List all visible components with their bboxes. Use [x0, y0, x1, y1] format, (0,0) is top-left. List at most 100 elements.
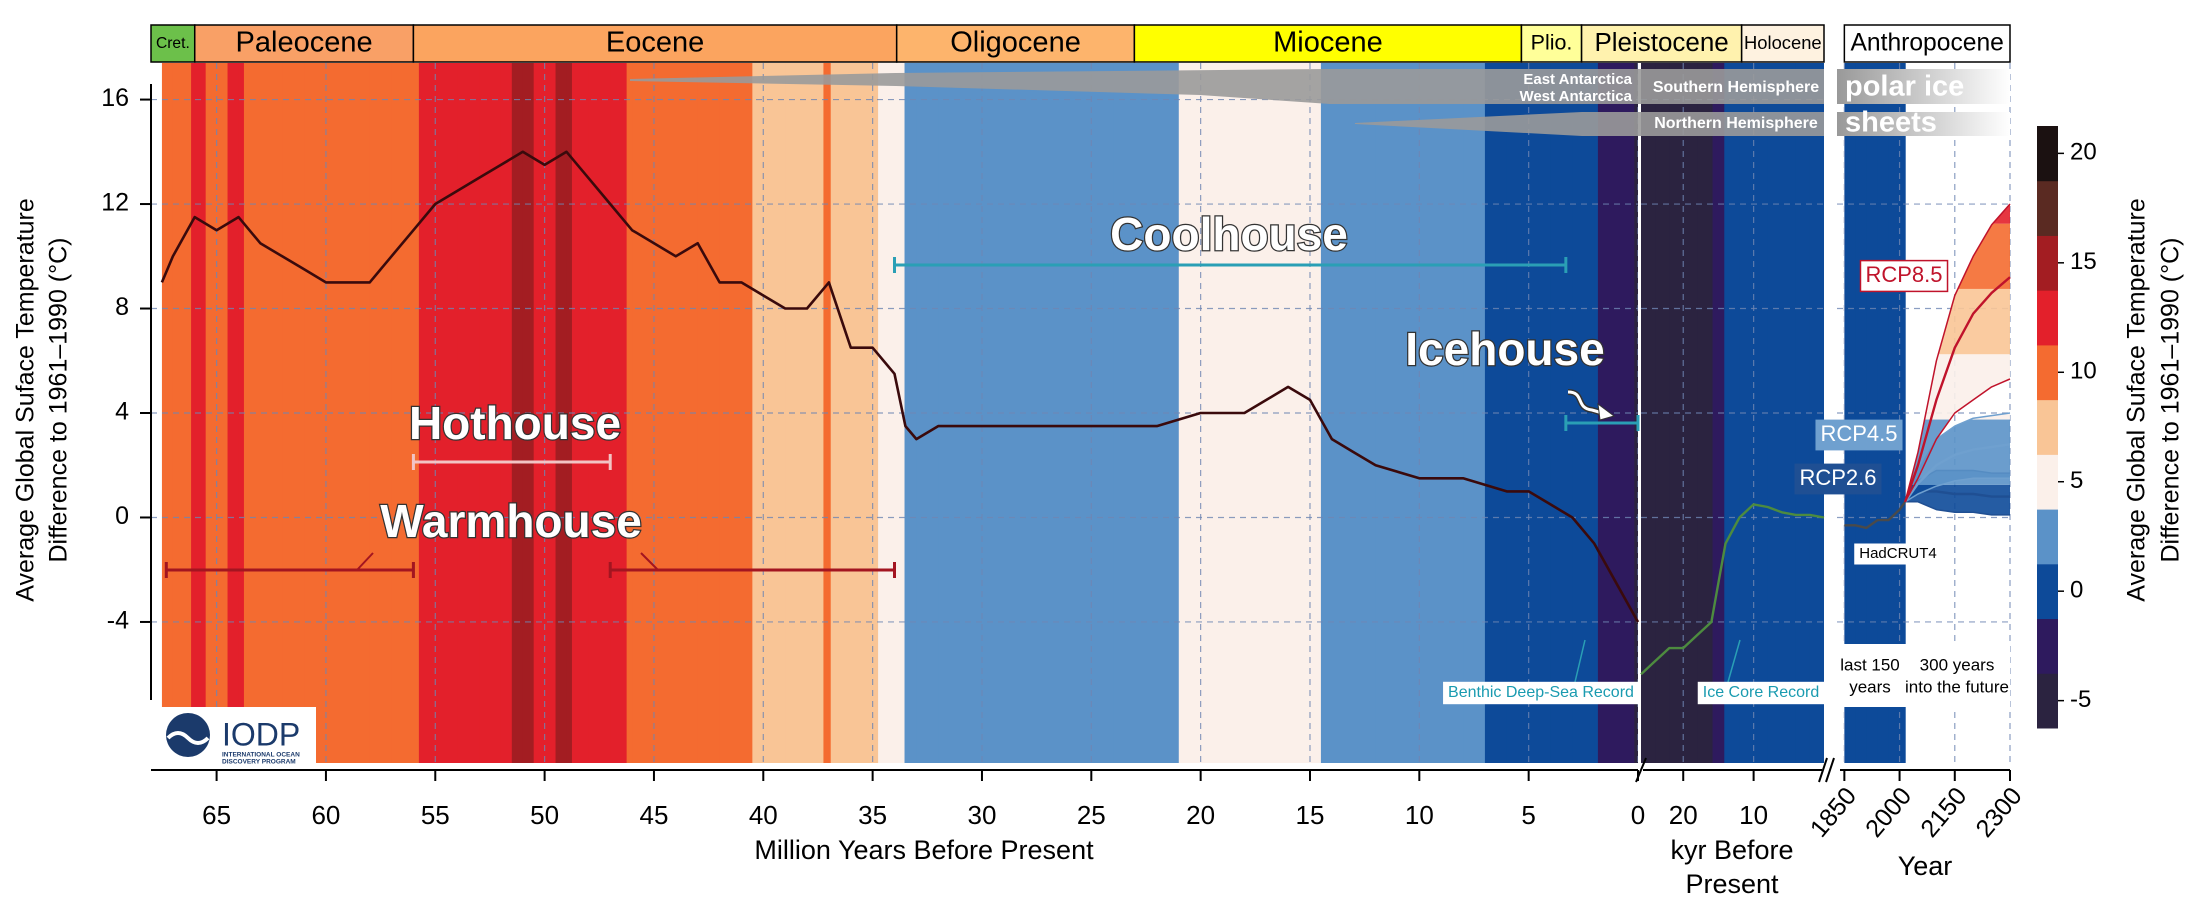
panel-break [1824, 63, 1837, 763]
annotation: last 150 [1840, 655, 1900, 674]
epoch-label: Pleistocene [1594, 27, 1728, 57]
colorbar-tick-label: 20 [2070, 139, 2097, 166]
colorbar-title: Difference to 1961–1990 (°C) [2157, 237, 2185, 562]
epoch-label: Oligocene [950, 27, 1081, 59]
climate-stripe [435, 63, 458, 763]
x-tick-label: 2000 [1860, 782, 1917, 843]
colorbar-bin [2037, 235, 2058, 291]
colorbar-bin [2037, 126, 2058, 182]
colorbar-tick-label: 10 [2070, 358, 2097, 385]
x-tick-label: 2150 [1915, 782, 1972, 843]
ice-label: Southern Hemisphere [1653, 79, 1819, 96]
icehouse-arrow [1567, 390, 1607, 416]
colorbar-bin [2037, 454, 2058, 510]
x-axis-title: kyr Before [1670, 835, 1793, 865]
series-label: Ice Core Record [1703, 684, 1820, 701]
leader-line [1727, 639, 1741, 683]
x-tick-label: 15 [1296, 800, 1325, 830]
range-color [1837, 0, 2010, 28]
label-box [1794, 463, 1882, 495]
y-tick-label: 8 [115, 293, 129, 321]
climate-stripe [479, 63, 502, 763]
state-bar [608, 562, 896, 578]
x-tick-label: 45 [639, 800, 668, 830]
series-line [1903, 276, 2011, 503]
x-tick-label: 0 [1631, 800, 1645, 830]
x-tick-label: 30 [968, 800, 997, 830]
climate-stripe [1739, 63, 1755, 763]
panel-break [1638, 63, 1641, 763]
x-tick-label: 35 [858, 800, 887, 830]
x-tick-label: 60 [311, 800, 340, 830]
climate-stripe [325, 63, 349, 763]
range-lower [1904, 477, 2010, 503]
climate-stripe [653, 63, 677, 763]
climate-stripe [457, 63, 480, 763]
climate-stripe [1753, 63, 1769, 763]
range-color [1837, 0, 2010, 28]
climate-stripe [1795, 63, 1811, 763]
range-lower [1905, 501, 2010, 516]
y-tick-label: 16 [101, 84, 129, 112]
epoch-box [895, 24, 1136, 63]
leader-line [356, 552, 374, 571]
climate-stripe [1309, 63, 1322, 763]
epoch-label: Paleocene [236, 27, 373, 59]
colorbar-bin [2037, 618, 2058, 674]
y-tick-label: -4 [107, 607, 129, 635]
state-label: Coolhouse [1110, 208, 1348, 260]
climate-stripe [916, 63, 939, 763]
decor-layer [150, 63, 2010, 783]
state-label: Warmhouse [380, 495, 642, 547]
x-tick-label: 1850 [1805, 782, 1862, 843]
series-line [1640, 503, 1825, 676]
ice-label: West Antarctica [1519, 88, 1632, 105]
epoch-label: Miocene [1273, 27, 1383, 59]
state-bar [164, 562, 415, 578]
x-axis-title: Present [1685, 869, 1779, 899]
colorbar-bin [2037, 399, 2058, 455]
epoch-label: Cret. [156, 35, 190, 52]
climate-stripe [588, 63, 611, 763]
leader-line [1574, 639, 1586, 683]
y-tick-label: 4 [115, 398, 129, 426]
range-upper [1904, 203, 2011, 502]
y-tick-label: 12 [101, 189, 129, 217]
ice-label: East Antarctica [1523, 71, 1632, 88]
x-axis-title: Million Years Before Present [754, 835, 1094, 865]
climate-stripe [763, 63, 786, 763]
colorbar-bin [2037, 673, 2058, 729]
x-tick-label: 50 [530, 800, 559, 830]
climate-stripe [632, 63, 655, 763]
x-tick-label: 20 [1186, 800, 1215, 830]
annotation: into the future [1905, 677, 2009, 696]
climate-stripe [675, 63, 699, 763]
colorbar-tick-label: 15 [2070, 248, 2097, 275]
epoch-label: Eocene [606, 27, 704, 59]
series-label: HadCRUT4 [1859, 545, 1937, 562]
climate-stripe [785, 63, 808, 763]
x-tick-label: 10 [1739, 800, 1768, 830]
x-tick-label: 2300 [1970, 782, 2027, 843]
x-tick-label: 65 [202, 800, 231, 830]
epoch-box [193, 24, 415, 63]
climate-stripe [1697, 63, 1712, 763]
colorbar-tick-label: -5 [2070, 686, 2091, 713]
climate-stripe [1712, 63, 1720, 763]
series-label: Benthic Deep-Sea Record [1448, 684, 1634, 701]
axis-break [1635, 757, 1835, 783]
climate-stripe [1320, 63, 1333, 763]
x-tick-label: 10 [1405, 800, 1434, 830]
logo-subtitle: DISCOVERY PROGRAM [222, 759, 296, 766]
polar-ice-block [1837, 69, 2010, 104]
epoch-box [1580, 24, 1743, 63]
logo-text: IODP [222, 716, 300, 752]
ice-label: sheets [1845, 107, 1937, 139]
climate-stripe [369, 63, 393, 763]
southern-ice-sheet [630, 69, 1824, 104]
northern-ice-sheet [1355, 112, 1824, 136]
ice-label: Northern Hemisphere [1654, 115, 1818, 132]
label-box [1697, 681, 1825, 705]
y-tick-label: 0 [115, 502, 129, 530]
